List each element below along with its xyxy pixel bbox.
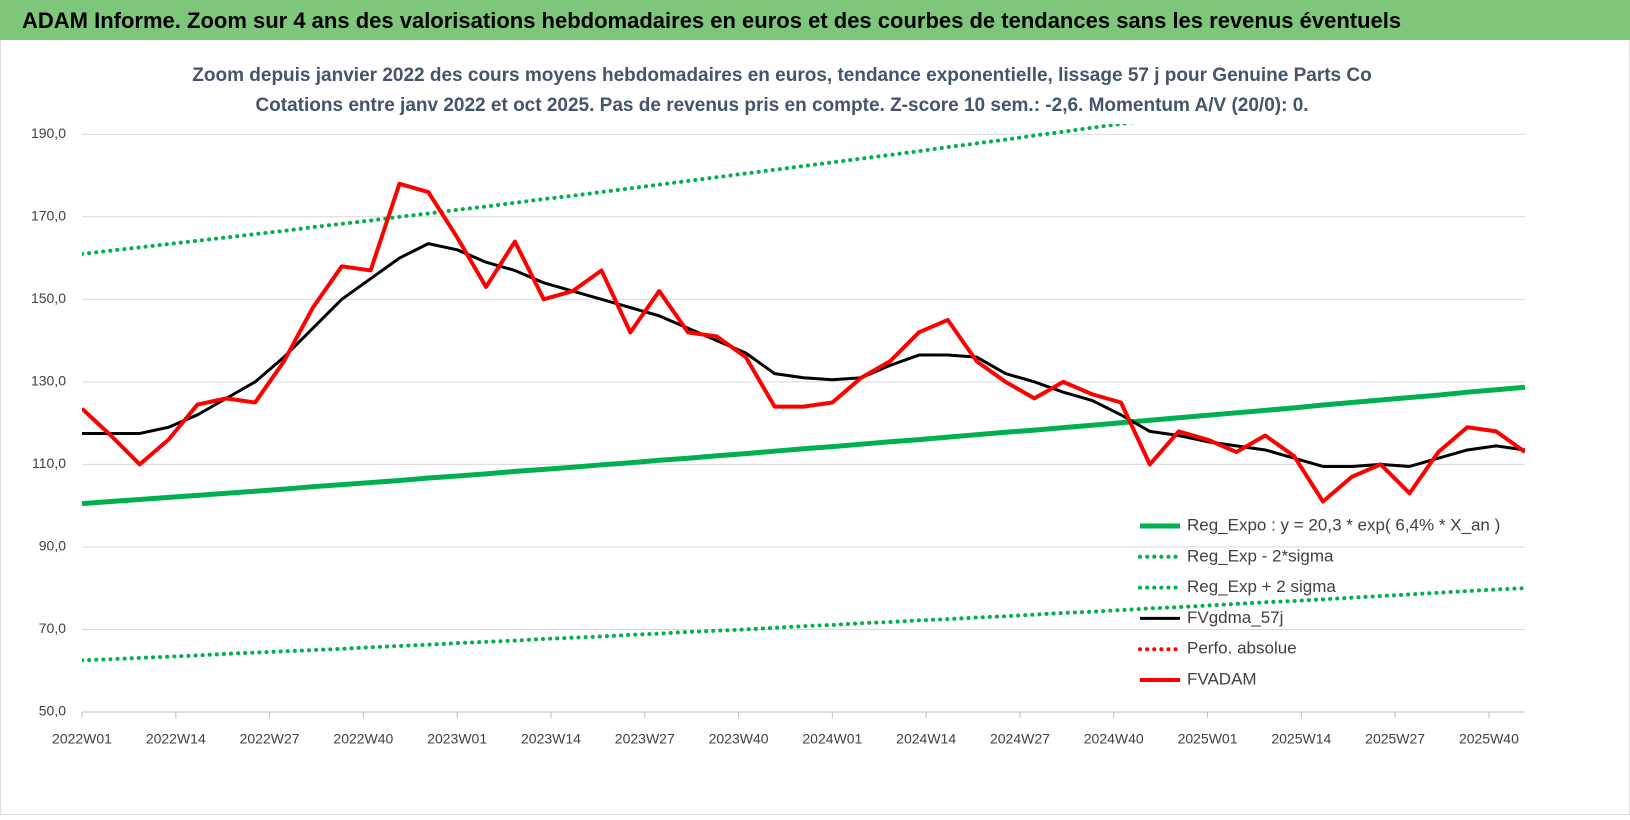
x-tick-label: 2022W40 bbox=[333, 731, 393, 747]
x-tick-label: 2025W14 bbox=[1271, 731, 1331, 747]
x-tick-label: 2022W27 bbox=[240, 731, 300, 747]
chart-title: Zoom depuis janvier 2022 des cours moyen… bbox=[192, 65, 1371, 86]
page-title: ADAM Informe. Zoom sur 4 ans des valoris… bbox=[22, 8, 1401, 33]
series-line bbox=[82, 181, 1525, 504]
series-line bbox=[82, 384, 1525, 507]
x-tick-label: 2022W01 bbox=[52, 731, 112, 747]
y-tick-label: 50,0 bbox=[39, 703, 66, 719]
title-box bbox=[225, 58, 1355, 124]
x-tick-label: 2023W27 bbox=[615, 731, 675, 747]
y-tick-label: 110,0 bbox=[32, 455, 66, 471]
header-bar bbox=[0, 0, 1630, 40]
x-tick-label: 2024W27 bbox=[990, 731, 1050, 747]
x-tick-label: 2024W14 bbox=[896, 731, 956, 747]
x-tick-label: 2025W40 bbox=[1459, 731, 1519, 747]
series-line bbox=[82, 586, 1525, 663]
legend-label: Perfo. absolue bbox=[1187, 639, 1297, 658]
grid: 50,0 70,0 90,0 110,0 130,0 150,0 170,0 190,0 202… bbox=[31, 125, 1525, 747]
y-tick-label: 90,0 bbox=[39, 538, 66, 554]
legend-label: Reg_Expo : y = 20,3 * exp( 6,4% * X_an ) bbox=[1187, 515, 1500, 534]
x-tick-label: 2025W01 bbox=[1178, 731, 1238, 747]
chart-subtitle: Cotations entre janv 2022 et oct 2025. P… bbox=[255, 95, 1308, 116]
y-tick-label: 190,0 bbox=[31, 125, 66, 141]
legend-label: Reg_Exp - 2*sigma bbox=[1187, 546, 1334, 565]
y-tick-label: 130,0 bbox=[31, 373, 66, 389]
plot bbox=[82, 93, 1525, 663]
y-tick-label: 70,0 bbox=[39, 620, 66, 636]
x-tick-label: 2024W01 bbox=[802, 731, 862, 747]
legend-label: FVgdma_57j bbox=[1187, 608, 1283, 627]
x-tick-label: 2023W40 bbox=[709, 731, 769, 747]
x-tick-label: 2023W14 bbox=[521, 731, 581, 747]
x-tick-label: 2022W14 bbox=[146, 731, 206, 747]
x-tick-label: 2025W27 bbox=[1365, 731, 1425, 747]
legend: Reg_Expo : y = 20,3 * exp( 6,4% * X_an )… bbox=[1138, 515, 1500, 688]
x-tick-label: 2024W40 bbox=[1084, 731, 1144, 747]
x-tick-label: 2023W01 bbox=[427, 731, 487, 747]
legend-label: FVADAM bbox=[1187, 669, 1257, 688]
y-tick-label: 170,0 bbox=[31, 208, 66, 224]
y-tick-label: 150,0 bbox=[31, 290, 66, 306]
legend-label: Reg_Exp + 2 sigma bbox=[1187, 577, 1336, 596]
series-line bbox=[82, 242, 1525, 468]
